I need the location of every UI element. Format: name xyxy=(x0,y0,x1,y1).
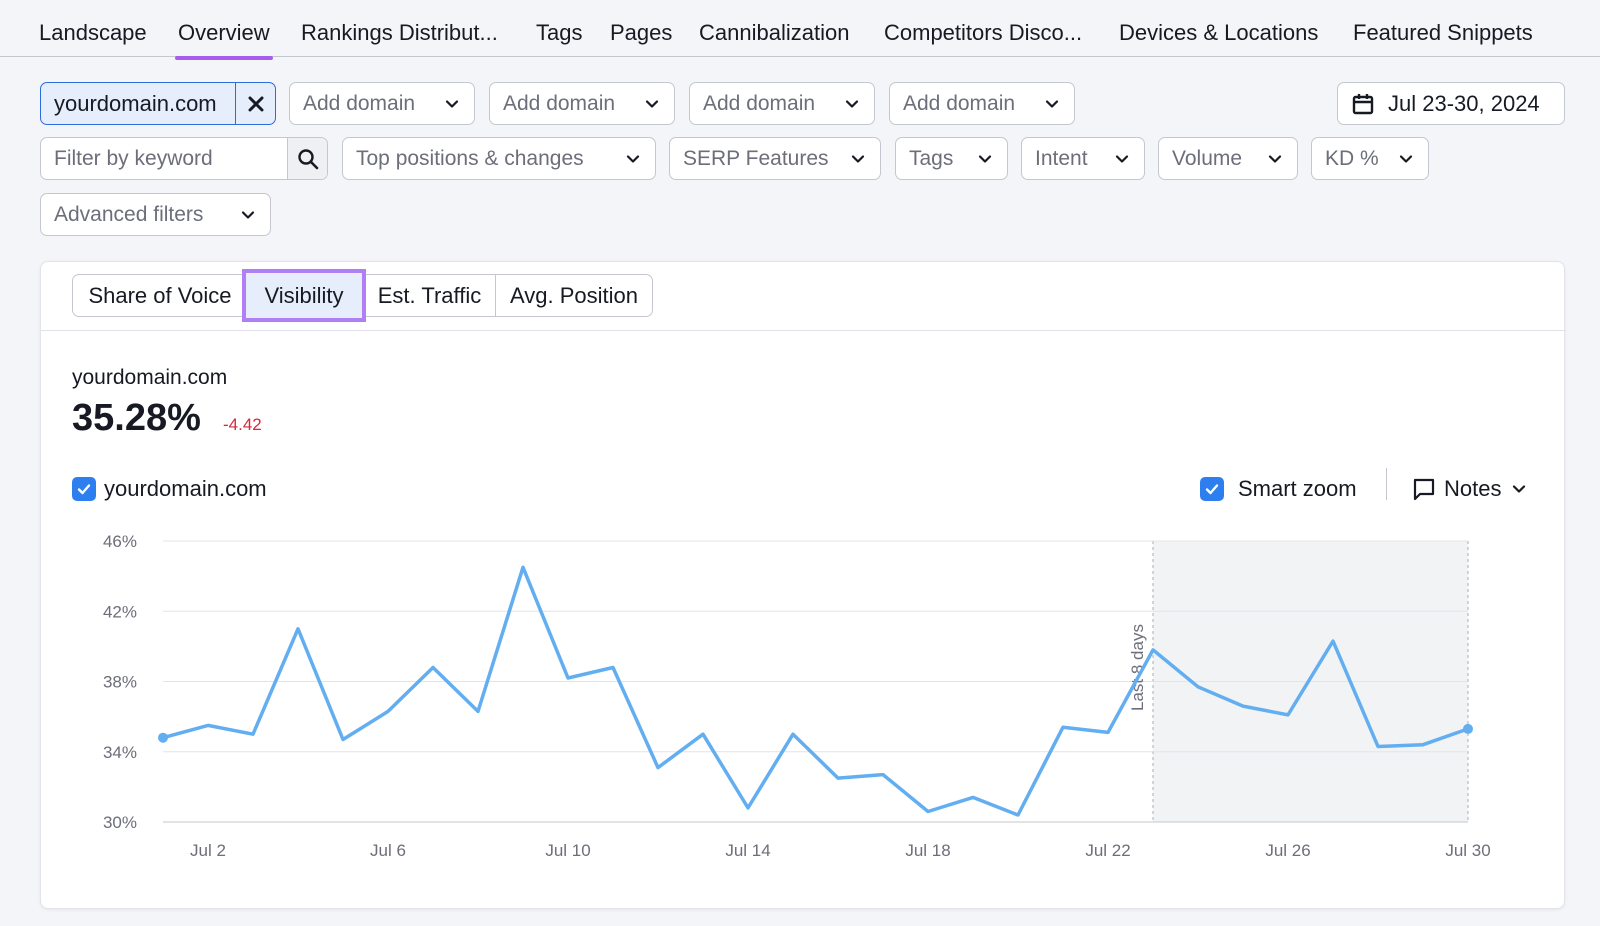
series-end-point xyxy=(1463,723,1473,734)
tags-filter[interactable]: Tags xyxy=(895,137,1008,180)
x-tick-label: Jul 26 xyxy=(1265,841,1310,860)
add-domain-select-1[interactable]: Add domain xyxy=(289,82,475,125)
smart-zoom-label: Smart zoom xyxy=(1238,476,1357,501)
intent-filter[interactable]: Intent xyxy=(1021,137,1145,180)
divider xyxy=(1386,468,1387,500)
tab-tags[interactable]: Tags xyxy=(536,20,583,45)
y-tick-label: 46% xyxy=(103,532,137,551)
legend-series-label: yourdomain.com xyxy=(104,476,267,501)
y-tick-label: 38% xyxy=(103,673,137,692)
search-icon xyxy=(297,148,318,169)
top-positions-label: Top positions & changes xyxy=(356,146,584,170)
kd-label: KD % xyxy=(1325,146,1379,170)
advanced-filters-button[interactable]: Advanced filters xyxy=(40,193,271,236)
calendar-icon xyxy=(1352,93,1374,114)
series-line xyxy=(161,565,1470,817)
add-domain-label: Add domain xyxy=(703,91,816,115)
notes-label: Notes xyxy=(1444,476,1502,501)
keyword-filter xyxy=(40,137,328,180)
chevron-down-icon xyxy=(851,155,865,163)
chevron-down-icon xyxy=(645,100,659,108)
tab-share-of-voice[interactable]: Share of Voice xyxy=(72,274,248,317)
keyword-filter-input[interactable] xyxy=(41,138,287,179)
intent-label: Intent xyxy=(1035,146,1088,170)
add-domain-select-4[interactable]: Add domain xyxy=(889,82,1075,125)
tab-rankings-distribution[interactable]: Rankings Distribut... xyxy=(301,20,498,45)
chevron-down-icon xyxy=(445,100,459,108)
tab-competitors-discovery[interactable]: Competitors Disco... xyxy=(884,20,1083,45)
smart-zoom-toggle[interactable]: Smart zoom xyxy=(1200,476,1357,502)
chevron-down-icon xyxy=(1513,485,1526,493)
x-tick-label: Jul 14 xyxy=(725,841,770,860)
tab-avg-position[interactable]: Avg. Position xyxy=(495,274,653,317)
note-icon xyxy=(1413,478,1435,501)
date-range-label: Jul 23-30, 2024 xyxy=(1388,90,1540,116)
tab-overview[interactable]: Overview xyxy=(175,20,273,60)
visibility-card: Share of Voice Visibility Est. Traffic A… xyxy=(40,261,1566,909)
tab-cannibalization[interactable]: Cannibalization xyxy=(699,20,850,45)
x-tick-label: Jul 30 xyxy=(1445,841,1490,860)
y-tick-label: 42% xyxy=(103,602,137,621)
add-domain-label: Add domain xyxy=(503,91,616,115)
tab-devices-locations[interactable]: Devices & Locations xyxy=(1119,20,1319,45)
x-tick-label: Jul 2 xyxy=(190,841,226,860)
checkbox-checked-icon xyxy=(72,477,96,501)
visibility-line-chart: 46% 42% 38% 34% 30% Jul 2 Jul 6 Jul 10 Jul 14 Jul… xyxy=(103,532,1491,860)
series-legend-toggle[interactable]: yourdomain.com xyxy=(72,476,267,502)
tab-pages[interactable]: Pages xyxy=(610,20,673,45)
metric-domain-label: yourdomain.com xyxy=(72,366,228,389)
y-tick-label: 30% xyxy=(103,813,137,832)
chevron-down-icon xyxy=(978,155,992,163)
chevron-down-icon xyxy=(1045,100,1059,108)
chevron-down-icon xyxy=(1399,155,1413,163)
close-icon xyxy=(248,96,264,111)
y-tick-label: 34% xyxy=(103,743,137,762)
serp-features-filter[interactable]: SERP Features xyxy=(669,137,881,180)
x-tick-label: Jul 10 xyxy=(545,841,590,860)
chevron-down-icon xyxy=(1115,155,1129,163)
add-domain-label: Add domain xyxy=(303,91,416,115)
add-domain-label: Add domain xyxy=(903,91,1016,115)
date-range-button[interactable]: Jul 23-30, 2024 xyxy=(1337,82,1565,125)
top-tabs: Landscape Overview Rankings Distribut...… xyxy=(0,0,1600,60)
chevron-down-icon xyxy=(845,100,859,108)
chevron-down-icon xyxy=(1268,155,1282,163)
tab-landscape[interactable]: Landscape xyxy=(39,20,147,45)
notes-dropdown[interactable]: Notes xyxy=(1412,476,1535,502)
serp-features-label: SERP Features xyxy=(683,146,829,170)
chevron-down-icon xyxy=(626,155,640,163)
chevron-down-icon xyxy=(241,211,255,219)
x-tick-label: Jul 6 xyxy=(370,841,406,860)
series-start-point xyxy=(158,732,168,743)
search-button[interactable] xyxy=(287,138,327,179)
volume-label: Volume xyxy=(1172,146,1243,170)
metric-tabs-bar: Share of Voice Visibility Est. Traffic A… xyxy=(41,262,1566,331)
top-positions-filter[interactable]: Top positions & changes xyxy=(342,137,656,180)
tab-featured-snippets[interactable]: Featured Snippets xyxy=(1353,20,1533,45)
x-tick-label: Jul 18 xyxy=(905,841,950,860)
x-tick-label: Jul 22 xyxy=(1085,841,1130,860)
remove-domain-button[interactable] xyxy=(235,82,275,125)
tags-label: Tags xyxy=(909,146,954,170)
metric-delta: -4.42 xyxy=(223,415,262,434)
add-domain-select-2[interactable]: Add domain xyxy=(489,82,675,125)
kd-filter[interactable]: KD % xyxy=(1311,137,1429,180)
add-domain-select-3[interactable]: Add domain xyxy=(689,82,875,125)
metric-value: 35.28% xyxy=(72,397,201,439)
advanced-filters-label: Advanced filters xyxy=(54,202,204,226)
volume-filter[interactable]: Volume xyxy=(1158,137,1298,180)
domain-chip-label: yourdomain.com xyxy=(54,90,217,116)
checkbox-checked-icon xyxy=(1200,477,1224,501)
domain-chip[interactable]: yourdomain.com xyxy=(40,82,276,125)
tab-visibility[interactable]: Visibility xyxy=(242,269,366,322)
